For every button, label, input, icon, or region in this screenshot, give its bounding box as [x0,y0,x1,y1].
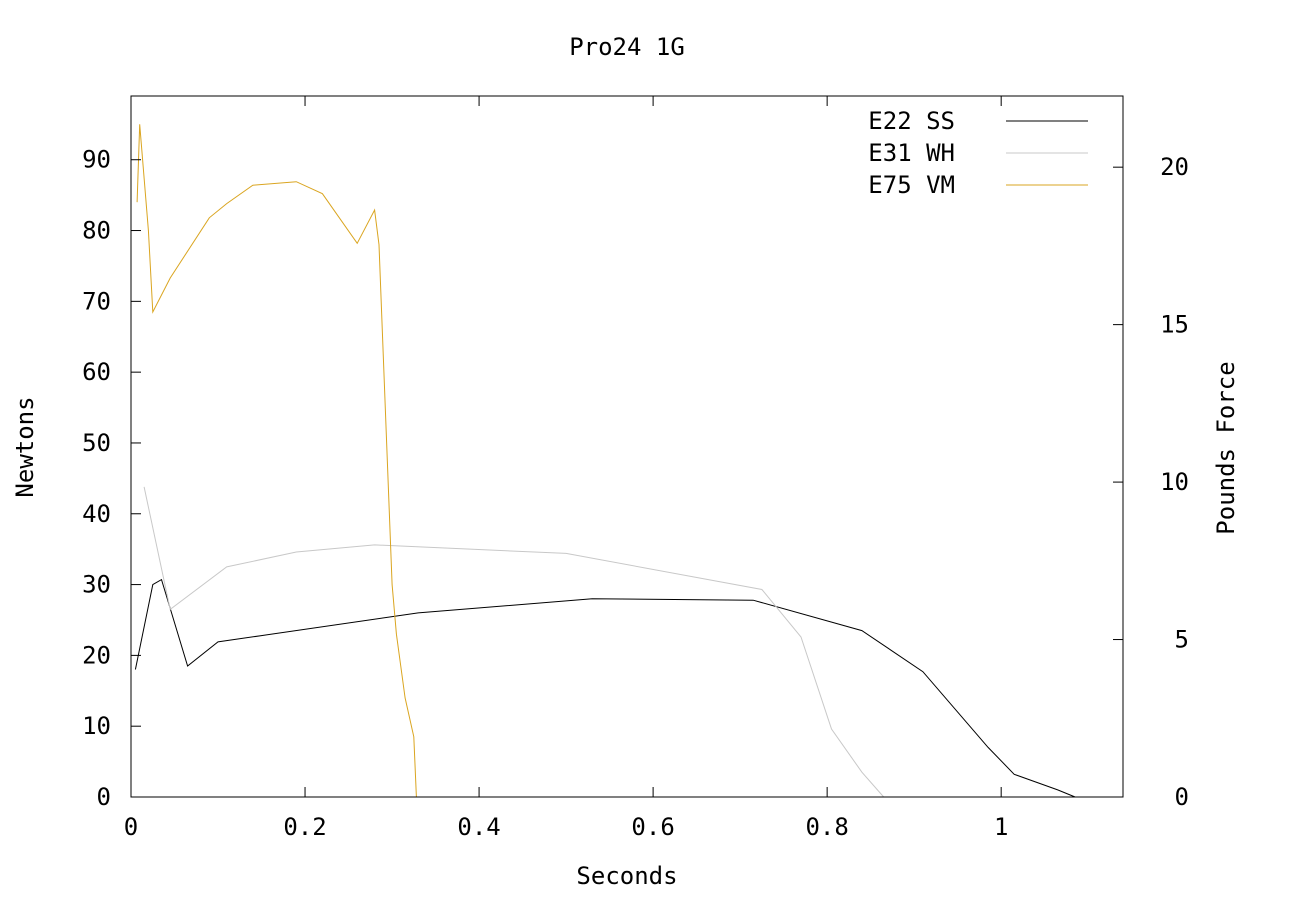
y2-tick-label: 0 [1175,783,1189,811]
x-tick-label: 1 [994,813,1008,841]
y-tick-label: 50 [82,429,111,457]
chart-title: Pro24 1G [569,33,685,61]
ticks-layer: 0 0.2 0.4 0.6 0.8 101020304050607080900510152… [82,96,1189,841]
legend-label-3: E75 VM [868,171,955,199]
plot-frame [130,95,1124,798]
series-line-1 [134,578,1076,798]
x-tick-label: 0.2 [283,813,326,841]
y2-tick-label: 10 [1160,468,1189,496]
series-line-2 [143,486,885,798]
y-tick-label: 70 [82,287,111,315]
y-tick-label: 10 [82,712,111,740]
y-axis-label: Newtons [11,396,39,497]
series-line-3 [136,124,417,798]
y-tick-label: 0 [97,783,111,811]
y-tick-label: 20 [82,641,111,669]
y-tick-label: 40 [82,500,111,528]
y-tick-label: 30 [82,571,111,599]
x-tick-label: 0.4 [457,813,500,841]
y2-axis-label: Pounds Force [1212,361,1240,534]
x-tick-label: 0.6 [631,813,674,841]
x-tick-label: 0.8 [805,813,848,841]
legend-label-2: E31 WH [868,139,955,167]
y2-tick-label: 20 [1160,153,1189,181]
y2-tick-label: 5 [1175,626,1189,654]
y-tick-label: 80 [82,217,111,245]
legend-label-1: E22 SS [868,107,955,135]
x-axis-label: Seconds [576,862,677,890]
y2-tick-label: 15 [1160,311,1189,339]
series-layer [134,124,1076,798]
y-tick-label: 60 [82,358,111,386]
x-tick-label: 0 [124,813,138,841]
legend: E22 SS E31 WH E75 VM [868,107,1088,199]
y-tick-label: 90 [82,146,111,174]
